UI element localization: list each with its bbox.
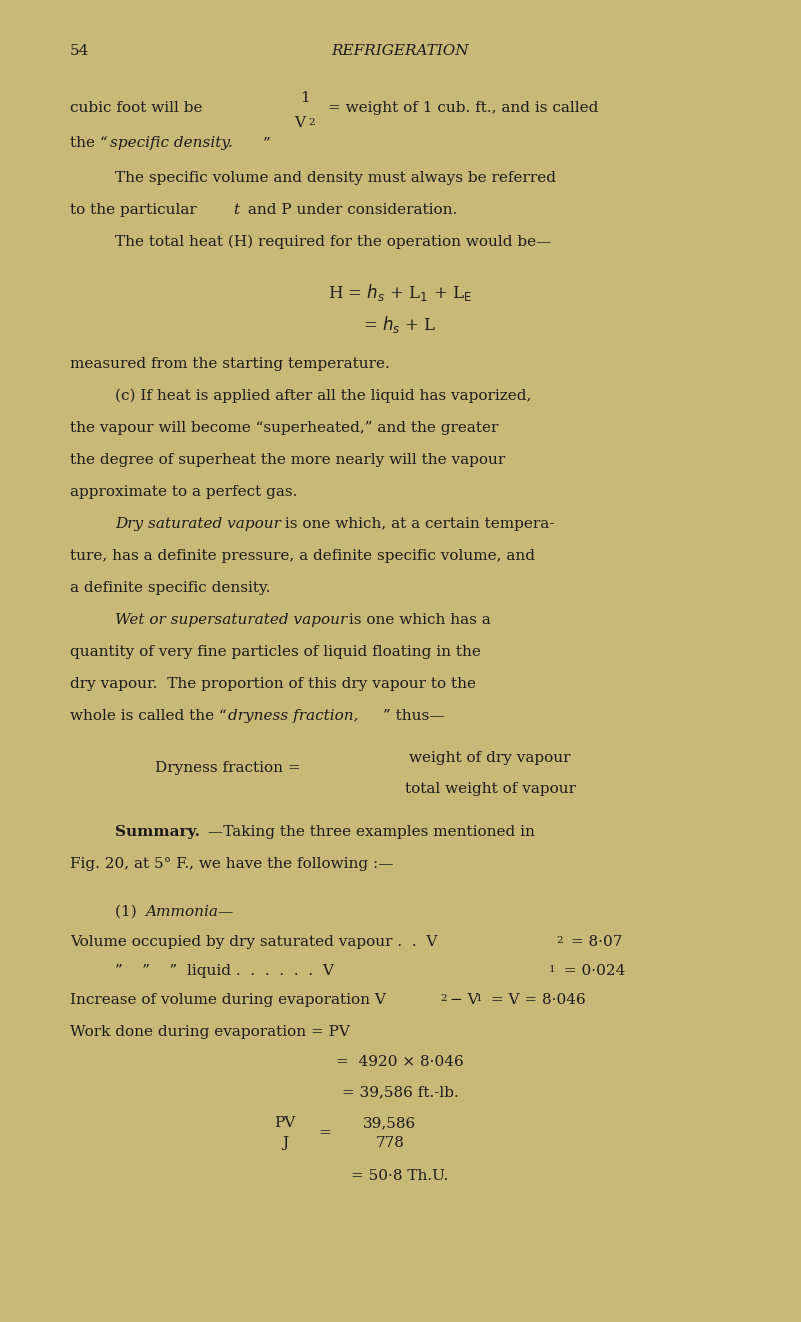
Text: Summary.: Summary. — [115, 825, 200, 839]
Text: weight of dry vapour: weight of dry vapour — [409, 751, 571, 765]
Text: dry vapour.  The proportion of this dry vapour to the: dry vapour. The proportion of this dry v… — [70, 677, 476, 691]
Text: ture, has a definite pressure, a definite specific volume, and: ture, has a definite pressure, a definit… — [70, 549, 535, 563]
Text: Wet or supersaturated vapour: Wet or supersaturated vapour — [115, 613, 348, 627]
Text: 1: 1 — [476, 994, 483, 1003]
Text: quantity of very fine particles of liquid floating in the: quantity of very fine particles of liqui… — [70, 645, 481, 658]
Text: the degree of superheat the more nearly will the vapour: the degree of superheat the more nearly … — [70, 453, 505, 467]
Text: 2: 2 — [308, 118, 315, 127]
Text: 1: 1 — [549, 965, 556, 974]
Text: J: J — [282, 1136, 288, 1150]
Text: total weight of vapour: total weight of vapour — [405, 783, 575, 796]
Text: to the particular: to the particular — [70, 204, 202, 217]
Text: Dry saturated vapour: Dry saturated vapour — [115, 517, 281, 531]
Text: = weight of 1 cub. ft., and is called: = weight of 1 cub. ft., and is called — [328, 100, 598, 115]
Text: is one which, at a certain tempera-: is one which, at a certain tempera- — [280, 517, 554, 531]
Text: 54: 54 — [70, 44, 90, 58]
Text: =  4920 × 8·046: = 4920 × 8·046 — [336, 1055, 464, 1069]
Text: 778: 778 — [376, 1136, 405, 1150]
Text: The total heat (H) required for the operation would be—: The total heat (H) required for the oper… — [115, 234, 551, 249]
Text: Fig. 20, at 5° F., we have the following :—: Fig. 20, at 5° F., we have the following… — [70, 857, 393, 871]
Text: whole is called the “: whole is called the “ — [70, 709, 227, 723]
Text: = 50·8 Th.U.: = 50·8 Th.U. — [352, 1169, 449, 1183]
Text: Increase of volume during evaporation V: Increase of volume during evaporation V — [70, 993, 386, 1007]
Text: t: t — [233, 204, 239, 217]
Text: a definite specific density.: a definite specific density. — [70, 580, 271, 595]
Text: 39,586: 39,586 — [364, 1116, 417, 1130]
Text: —Taking the three examples mentioned in: —Taking the three examples mentioned in — [208, 825, 535, 839]
Text: (c) If heat is applied after all the liquid has vaporized,: (c) If heat is applied after all the liq… — [115, 389, 531, 403]
Text: PV: PV — [275, 1116, 296, 1130]
Text: (1): (1) — [115, 906, 142, 919]
Text: ”    ”    ”  liquid .  .  .  .  .  .  V: ” ” ” liquid . . . . . . V — [115, 964, 334, 978]
Text: The specific volume and density must always be referred: The specific volume and density must alw… — [115, 171, 556, 185]
Text: Volume occupied by dry saturated vapour .  .  V: Volume occupied by dry saturated vapour … — [70, 935, 437, 949]
Text: Dryness fraction =: Dryness fraction = — [155, 761, 300, 775]
Text: − V: − V — [450, 993, 479, 1007]
Text: 2: 2 — [440, 994, 447, 1003]
Text: approximate to a perfect gas.: approximate to a perfect gas. — [70, 485, 297, 498]
Text: Ammonia—: Ammonia— — [145, 906, 233, 919]
Text: H = $h_s$ + L$_1$ + L$_\mathrm{E}$: H = $h_s$ + L$_1$ + L$_\mathrm{E}$ — [328, 282, 472, 303]
Text: and P under consideration.: and P under consideration. — [243, 204, 457, 217]
Text: 2: 2 — [556, 936, 562, 945]
Text: is one which has a: is one which has a — [344, 613, 491, 627]
Text: REFRIGERATION: REFRIGERATION — [331, 44, 469, 58]
Text: the vapour will become “superheated,” and the greater: the vapour will become “superheated,” an… — [70, 420, 498, 435]
Text: 1: 1 — [300, 91, 310, 104]
Text: Work done during evaporation = PV: Work done during evaporation = PV — [70, 1025, 350, 1039]
Text: =: = — [318, 1126, 331, 1140]
Text: = 39,586 ft.-lb.: = 39,586 ft.-lb. — [341, 1085, 458, 1099]
Text: the “: the “ — [70, 136, 107, 149]
Text: = 8·07: = 8·07 — [566, 935, 622, 949]
Text: = $h_s$ + L: = $h_s$ + L — [364, 315, 437, 334]
Text: ”: ” — [263, 136, 271, 149]
Text: V: V — [294, 116, 305, 130]
Text: specific density.: specific density. — [110, 136, 233, 149]
Text: measured from the starting temperature.: measured from the starting temperature. — [70, 357, 390, 371]
Text: = 0·024: = 0·024 — [559, 964, 626, 978]
Text: dryness fraction,: dryness fraction, — [228, 709, 359, 723]
Text: = V = 8·046: = V = 8·046 — [486, 993, 586, 1007]
Text: cubic foot will be: cubic foot will be — [70, 100, 203, 115]
Text: ” thus—: ” thus— — [383, 709, 445, 723]
